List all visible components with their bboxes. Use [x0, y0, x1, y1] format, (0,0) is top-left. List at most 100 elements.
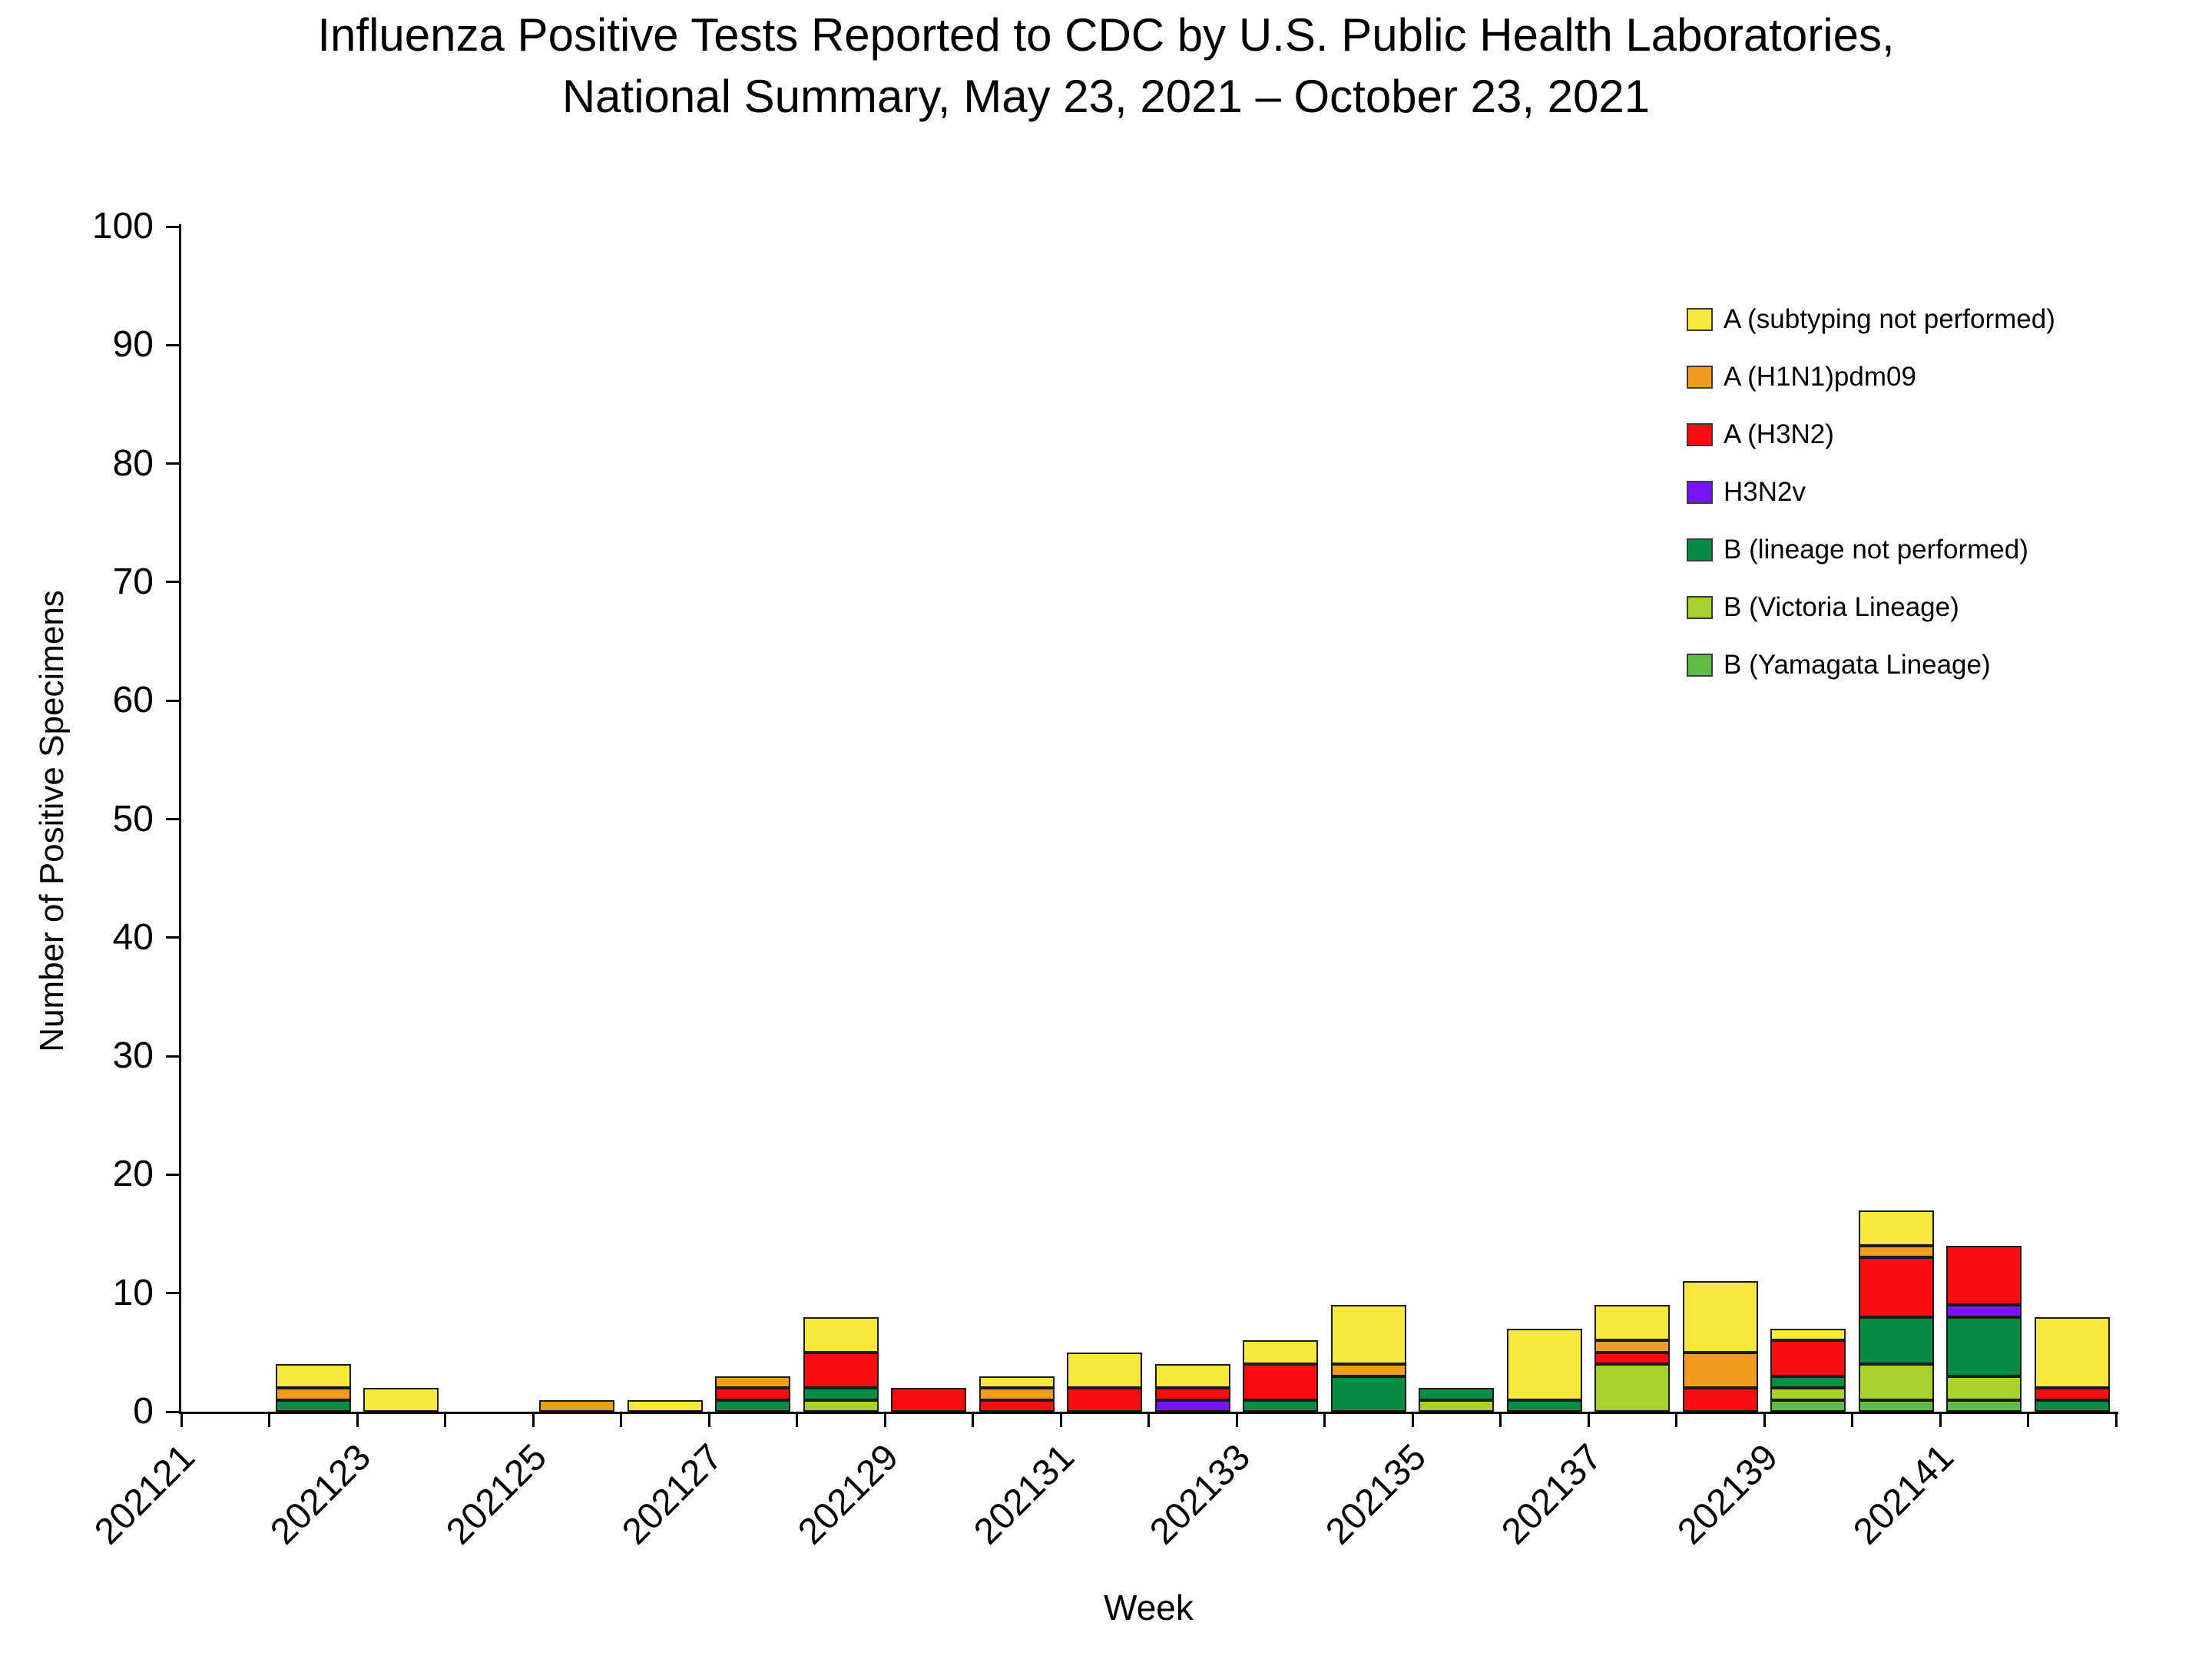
bar-segment — [803, 1399, 879, 1412]
legend-row: B (Victoria Lineage) — [1687, 578, 2055, 636]
x-tick — [1147, 1414, 1150, 1427]
y-tick-label: 70 — [112, 561, 154, 602]
legend-label: H3N2v — [1724, 476, 1806, 507]
x-tick-label: 202139 — [1670, 1436, 1786, 1553]
y-tick-label: 40 — [112, 916, 154, 958]
y-tick — [166, 1292, 180, 1295]
bar-segment — [1946, 1399, 2022, 1412]
bar-segment — [1594, 1305, 1670, 1341]
bar-segment — [1770, 1388, 1846, 1400]
x-tick-label: 202133 — [1142, 1436, 1259, 1553]
bar-segment — [1946, 1305, 2022, 1317]
bar-segment — [2034, 1399, 2110, 1412]
x-tick — [356, 1414, 359, 1427]
bar-segment — [1330, 1364, 1406, 1376]
y-tick — [166, 581, 180, 584]
chart-title-line1: Influenza Positive Tests Reported to CDC… — [317, 9, 1895, 61]
y-tick — [166, 818, 180, 820]
y-tick-label: 30 — [112, 1035, 154, 1077]
legend-row: B (Yamagata Lineage) — [1687, 636, 2055, 694]
bar-segment — [1154, 1399, 1230, 1412]
legend-row: A (H3N2) — [1687, 406, 2055, 463]
y-tick-label: 20 — [112, 1154, 154, 1195]
bar-segment — [1419, 1399, 1494, 1412]
x-tick-label: 202125 — [439, 1436, 555, 1553]
legend-swatch-h3n2-icon — [1687, 422, 1713, 446]
bar-segment — [1243, 1364, 1318, 1400]
legend-row: A (subtyping not performed) — [1687, 290, 2055, 348]
bar-segment — [1154, 1388, 1230, 1400]
y-tick-label: 60 — [112, 680, 154, 721]
bar-segment — [1594, 1364, 1670, 1412]
legend-label: B (Victoria Lineage) — [1724, 591, 1959, 622]
x-tick — [1851, 1414, 1853, 1427]
x-tick-label: 202131 — [966, 1436, 1083, 1553]
bar-segment — [1682, 1281, 1758, 1353]
x-axis-label: Week — [1104, 1588, 1194, 1628]
bar-segment — [1506, 1328, 1582, 1400]
legend-label: B (Yamagata Lineage) — [1724, 649, 1991, 680]
x-tick-label: 202121 — [87, 1436, 204, 1553]
bar-segment — [627, 1399, 703, 1412]
bar-segment — [1506, 1399, 1582, 1412]
y-tick-label: 80 — [112, 442, 154, 484]
y-tick — [166, 225, 180, 228]
bar-segment — [715, 1376, 790, 1389]
y-tick-label: 100 — [91, 206, 154, 247]
bar-segment — [803, 1352, 879, 1389]
x-tick — [1411, 1414, 1414, 1427]
bar-segment — [1946, 1245, 2022, 1306]
legend-row: H3N2v — [1687, 463, 2055, 521]
x-tick-label: 202129 — [790, 1436, 907, 1553]
x-tick-label: 202123 — [263, 1436, 379, 1553]
legend: A (subtyping not performed) A (H1N1)pdm0… — [1687, 290, 2055, 694]
bar-segment — [1858, 1399, 1934, 1412]
bar-segment — [1770, 1399, 1846, 1412]
bar-segment — [1243, 1340, 1318, 1365]
bar-segment — [979, 1399, 1055, 1412]
x-tick — [444, 1414, 446, 1427]
bar-segment — [2034, 1388, 2110, 1400]
x-tick — [796, 1414, 798, 1427]
bar-segment — [803, 1388, 879, 1400]
x-tick — [180, 1414, 183, 1427]
bar-segment — [1154, 1364, 1230, 1389]
bar-segment — [1682, 1352, 1758, 1389]
bar-segment — [275, 1364, 351, 1389]
bar-segment — [1330, 1376, 1406, 1412]
bar-segment — [803, 1316, 879, 1353]
bar-segment — [1946, 1316, 2022, 1376]
bar-segment — [2034, 1316, 2110, 1389]
x-tick — [1323, 1414, 1326, 1427]
bar-segment — [1770, 1376, 1846, 1389]
y-tick — [166, 462, 180, 465]
bar-segment — [1419, 1388, 1494, 1400]
legend-label: A (subtyping not performed) — [1724, 303, 2055, 334]
bar-segment — [1858, 1210, 1934, 1246]
bar-segment — [1858, 1364, 1934, 1400]
x-tick — [1059, 1414, 1062, 1427]
chart-title: Influenza Positive Tests Reported to CDC… — [0, 5, 2212, 127]
x-tick — [531, 1414, 535, 1427]
x-tick — [1939, 1414, 1942, 1427]
legend-row: A (H1N1)pdm09 — [1687, 348, 2055, 406]
legend-label: A (H3N2) — [1724, 419, 1834, 449]
x-tick-label: 202127 — [614, 1436, 731, 1553]
x-axis-line — [179, 1412, 2118, 1414]
x-tick — [1235, 1414, 1238, 1427]
bar-segment — [363, 1388, 439, 1412]
bar-segment — [979, 1388, 1055, 1400]
x-tick — [268, 1414, 270, 1427]
y-tick — [166, 1410, 180, 1413]
bar-segment — [1770, 1340, 1846, 1376]
y-axis-line — [179, 224, 181, 1414]
bar-segment — [275, 1399, 351, 1412]
x-tick — [1587, 1414, 1590, 1427]
bar-segment — [715, 1399, 790, 1412]
bar-segment — [1067, 1352, 1142, 1389]
x-tick — [1675, 1414, 1677, 1427]
x-tick — [2114, 1414, 2118, 1427]
y-tick-label: 90 — [112, 324, 154, 366]
bar-segment — [1682, 1388, 1758, 1412]
